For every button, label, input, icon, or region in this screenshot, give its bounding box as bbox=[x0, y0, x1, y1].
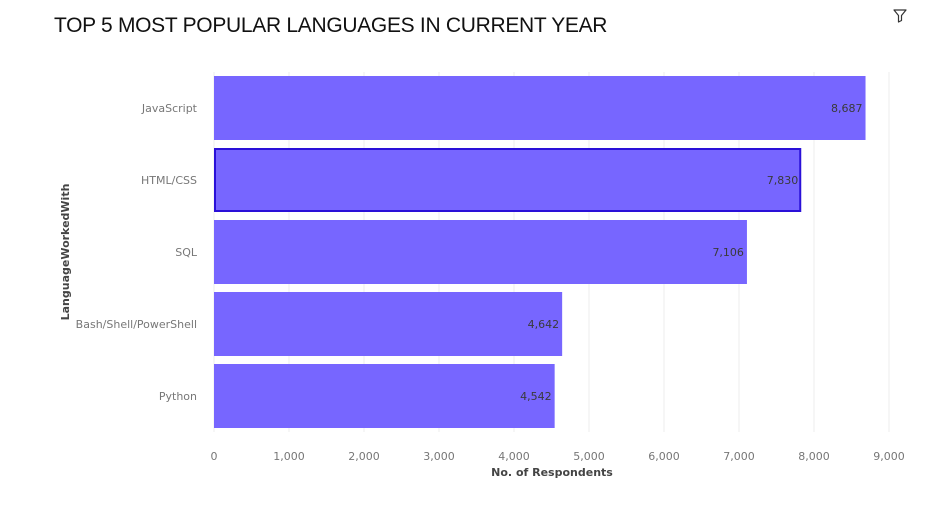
category-label: JavaScript bbox=[141, 102, 198, 115]
chart-title: TOP 5 MOST POPULAR LANGUAGES IN CURRENT … bbox=[54, 14, 608, 37]
bar-value-label: 4,642 bbox=[528, 318, 560, 331]
bar[interactable] bbox=[214, 220, 747, 284]
x-tick-label: 8,000 bbox=[798, 450, 830, 463]
x-tick-label: 3,000 bbox=[423, 450, 455, 463]
bar-value-label: 7,106 bbox=[712, 246, 744, 259]
bar-value-label: 4,542 bbox=[520, 390, 552, 403]
x-tick-label: 7,000 bbox=[723, 450, 755, 463]
y-axis-title: LanguageWorkedWith bbox=[59, 184, 72, 321]
category-labels: JavaScript HTML/CSS SQL Bash/Shell/PowerShe… bbox=[76, 102, 198, 403]
bars: 8,687 7,830 7,106 4,642 4,542 bbox=[214, 76, 866, 428]
x-tick-label: 9,000 bbox=[873, 450, 905, 463]
bar[interactable] bbox=[214, 148, 802, 212]
x-tick-label: 4,000 bbox=[498, 450, 530, 463]
category-label: HTML/CSS bbox=[141, 174, 197, 187]
bar-value-label: 7,830 bbox=[767, 174, 799, 187]
x-tick-label: 5,000 bbox=[573, 450, 605, 463]
x-tick-label: 0 bbox=[211, 450, 218, 463]
x-tick-labels: 0 1,000 2,000 3,000 4,000 5,000 6,000 7,000 8,00… bbox=[211, 450, 905, 463]
category-label: Python bbox=[159, 390, 197, 403]
x-tick-label: 6,000 bbox=[648, 450, 680, 463]
bar[interactable] bbox=[214, 292, 563, 356]
x-axis-title: No. of Respondents bbox=[491, 466, 613, 479]
x-tick-label: 2,000 bbox=[348, 450, 380, 463]
x-tick-label: 1,000 bbox=[273, 450, 305, 463]
bar[interactable] bbox=[214, 364, 555, 428]
category-label: SQL bbox=[175, 246, 198, 259]
category-label: Bash/Shell/PowerShell bbox=[76, 318, 197, 331]
bar[interactable] bbox=[214, 76, 866, 140]
bar-value-label: 8,687 bbox=[831, 102, 863, 115]
filter-icon[interactable] bbox=[891, 7, 909, 25]
